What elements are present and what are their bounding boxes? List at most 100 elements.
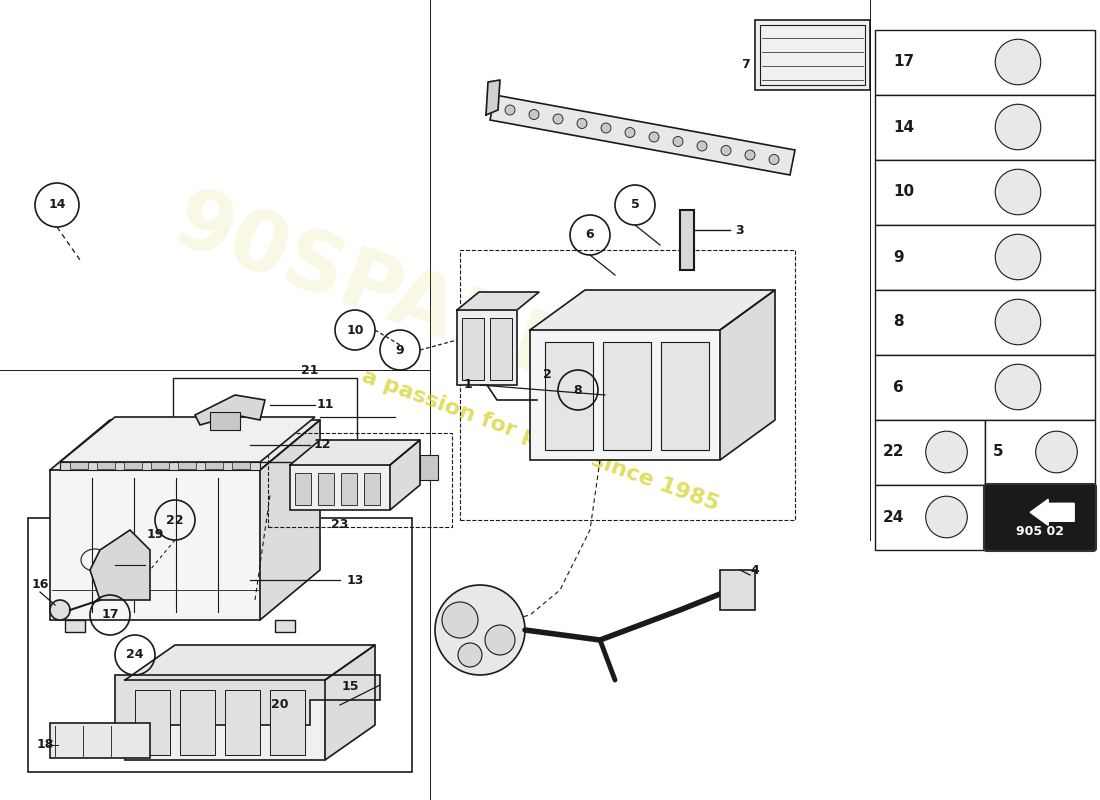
Polygon shape [486, 80, 500, 115]
FancyBboxPatch shape [874, 420, 984, 485]
FancyBboxPatch shape [984, 485, 1094, 550]
Text: 5: 5 [993, 445, 1003, 459]
Polygon shape [456, 292, 539, 310]
FancyBboxPatch shape [178, 462, 196, 469]
Polygon shape [125, 645, 375, 680]
FancyBboxPatch shape [544, 342, 593, 450]
Circle shape [578, 118, 587, 129]
Text: 14: 14 [893, 119, 914, 134]
Text: 24: 24 [883, 510, 904, 525]
Text: 22: 22 [166, 514, 184, 526]
FancyBboxPatch shape [180, 690, 214, 755]
Circle shape [434, 585, 525, 675]
FancyBboxPatch shape [984, 484, 1096, 551]
FancyBboxPatch shape [456, 310, 517, 385]
Text: 905 02: 905 02 [1016, 526, 1064, 538]
Text: 9: 9 [396, 343, 405, 357]
Text: 10: 10 [346, 323, 364, 337]
Text: 3: 3 [736, 223, 745, 237]
FancyBboxPatch shape [205, 462, 223, 469]
Circle shape [458, 643, 482, 667]
Text: 5: 5 [630, 198, 639, 211]
Circle shape [649, 132, 659, 142]
Circle shape [996, 364, 1041, 410]
Circle shape [769, 154, 779, 165]
FancyBboxPatch shape [874, 30, 1094, 95]
FancyBboxPatch shape [874, 355, 1094, 420]
Circle shape [926, 431, 967, 473]
FancyBboxPatch shape [125, 680, 324, 760]
Circle shape [926, 496, 967, 538]
Circle shape [697, 141, 707, 151]
Text: 2: 2 [542, 369, 551, 382]
FancyBboxPatch shape [210, 412, 240, 430]
Text: 4: 4 [750, 563, 759, 577]
Circle shape [996, 39, 1041, 85]
FancyBboxPatch shape [270, 690, 305, 755]
Circle shape [673, 137, 683, 146]
Text: 24: 24 [126, 649, 144, 662]
Text: 21: 21 [301, 363, 319, 377]
Polygon shape [490, 95, 795, 175]
Text: 14: 14 [48, 198, 66, 211]
Text: 8: 8 [893, 314, 903, 330]
Polygon shape [90, 530, 150, 600]
Circle shape [996, 234, 1041, 280]
FancyBboxPatch shape [232, 462, 250, 469]
FancyBboxPatch shape [50, 470, 260, 620]
Text: 19: 19 [146, 529, 164, 542]
Polygon shape [50, 420, 320, 470]
FancyBboxPatch shape [341, 473, 358, 505]
Polygon shape [720, 290, 775, 460]
FancyBboxPatch shape [70, 462, 88, 469]
FancyBboxPatch shape [661, 342, 710, 450]
FancyBboxPatch shape [364, 473, 380, 505]
FancyBboxPatch shape [124, 462, 142, 469]
Polygon shape [530, 290, 775, 330]
Text: 6: 6 [585, 229, 594, 242]
Text: 22: 22 [883, 445, 904, 459]
FancyBboxPatch shape [60, 462, 260, 470]
Text: 18: 18 [36, 738, 54, 751]
FancyBboxPatch shape [295, 473, 311, 505]
Circle shape [601, 123, 610, 133]
FancyBboxPatch shape [151, 462, 169, 469]
Polygon shape [60, 417, 315, 462]
FancyBboxPatch shape [530, 330, 720, 460]
FancyBboxPatch shape [462, 318, 484, 380]
FancyBboxPatch shape [680, 210, 694, 270]
FancyBboxPatch shape [226, 690, 260, 755]
FancyBboxPatch shape [874, 290, 1094, 355]
Text: 23: 23 [331, 518, 349, 531]
Polygon shape [260, 420, 320, 620]
Circle shape [505, 105, 515, 115]
FancyBboxPatch shape [97, 462, 116, 469]
FancyBboxPatch shape [720, 570, 755, 610]
Circle shape [553, 114, 563, 124]
Text: 17: 17 [893, 54, 914, 70]
Circle shape [996, 299, 1041, 345]
Polygon shape [116, 675, 380, 725]
FancyBboxPatch shape [318, 473, 334, 505]
Circle shape [485, 625, 515, 655]
Text: 15: 15 [341, 681, 359, 694]
Text: 16: 16 [31, 578, 48, 591]
FancyBboxPatch shape [984, 420, 1094, 485]
FancyBboxPatch shape [874, 95, 1094, 160]
Circle shape [625, 127, 635, 138]
Text: 7: 7 [740, 58, 749, 71]
Text: 1: 1 [463, 378, 472, 391]
Text: 12: 12 [314, 438, 331, 451]
Polygon shape [195, 395, 265, 425]
Circle shape [50, 600, 70, 620]
Text: a passion for parts since 1985: a passion for parts since 1985 [359, 366, 722, 514]
Polygon shape [390, 440, 420, 510]
Text: 90SPARES: 90SPARES [163, 181, 637, 419]
Text: 10: 10 [893, 185, 914, 199]
Text: 9: 9 [893, 250, 903, 265]
Text: 13: 13 [346, 574, 364, 586]
FancyBboxPatch shape [65, 620, 85, 632]
FancyBboxPatch shape [874, 485, 984, 550]
Circle shape [720, 146, 732, 155]
Text: 11: 11 [317, 398, 333, 411]
